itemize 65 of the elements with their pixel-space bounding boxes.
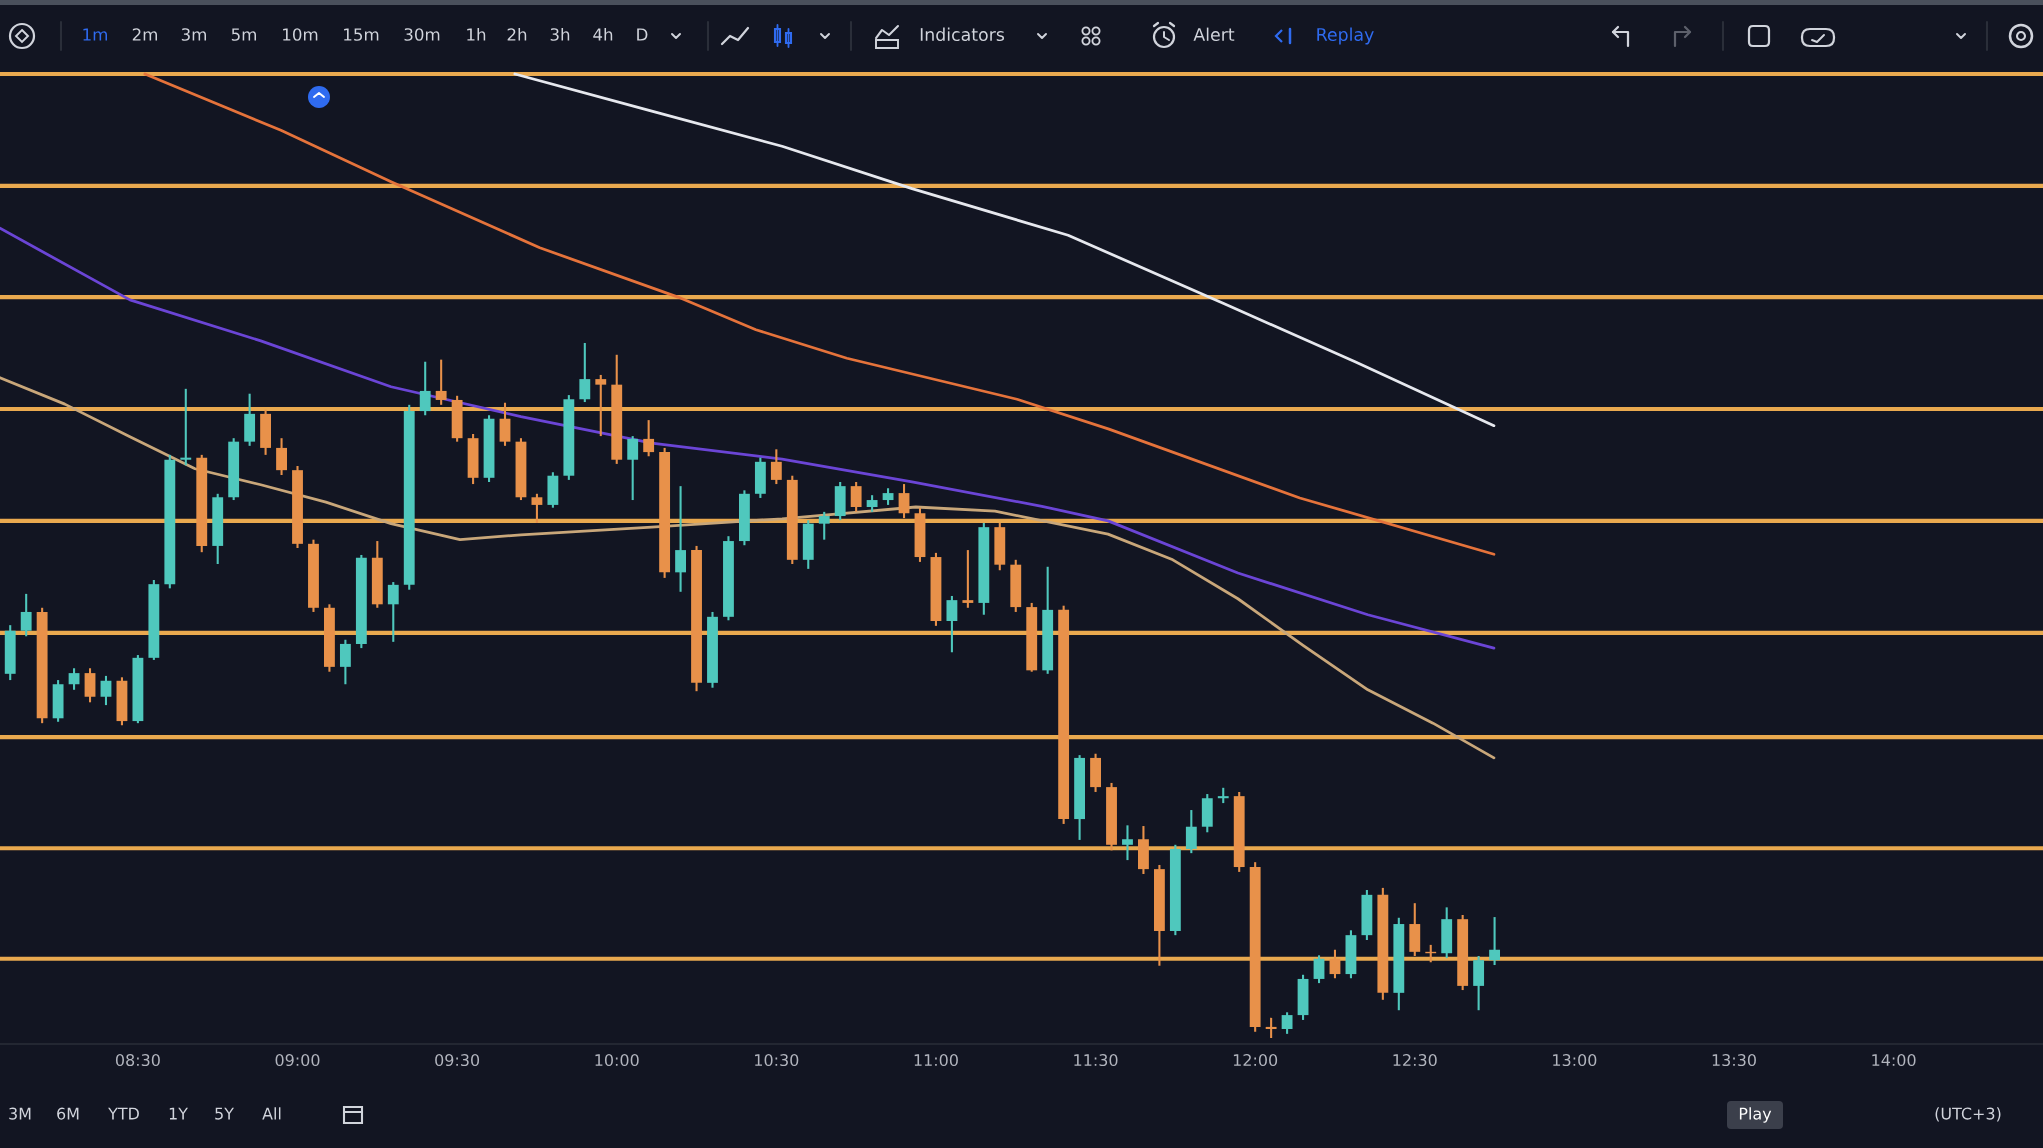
candlestick xyxy=(962,549,974,609)
candlestick xyxy=(180,387,192,467)
candlestick xyxy=(1185,809,1197,855)
x-tick-label: 12:00 xyxy=(1233,1054,1278,1067)
candlestick xyxy=(1265,1016,1277,1040)
x-tick-label: 08:30 xyxy=(115,1054,160,1067)
candlestick xyxy=(579,341,591,404)
text: D xyxy=(637,28,648,41)
text: 1Y xyxy=(169,1107,188,1120)
candlestick xyxy=(68,667,80,691)
text: All xyxy=(262,1107,281,1120)
text: 10m xyxy=(283,28,318,41)
text: (UTC+3) xyxy=(1935,1107,2001,1122)
text: 1m xyxy=(83,28,107,41)
candlestick xyxy=(595,373,607,438)
candlestick xyxy=(419,360,431,417)
text: 4h xyxy=(593,27,613,41)
candlestick xyxy=(643,419,655,458)
text: 3m xyxy=(181,28,206,41)
text: 6M xyxy=(57,1107,79,1120)
x-tick-label: 09:00 xyxy=(275,1054,320,1067)
candlestick xyxy=(387,581,399,643)
x-tick-label: 10:00 xyxy=(595,1054,639,1067)
text: 3h xyxy=(550,27,570,41)
text: Play xyxy=(1739,1107,1772,1123)
candlestick xyxy=(20,592,32,638)
candlestick xyxy=(339,638,351,686)
text: 15m xyxy=(344,28,379,41)
candlestick xyxy=(1281,1011,1293,1035)
text: 30m xyxy=(404,28,440,41)
candlestick xyxy=(770,448,782,486)
candlestick xyxy=(946,594,958,654)
candlestick xyxy=(1122,824,1133,862)
text: Indicators xyxy=(920,27,1005,42)
x-tick-label: 11:00 xyxy=(914,1054,958,1067)
x-tick-label: 13:30 xyxy=(1712,1054,1756,1067)
candlestick xyxy=(1329,948,1341,980)
text: Alert xyxy=(1193,27,1235,42)
candlestick xyxy=(627,435,639,502)
text: 1h xyxy=(467,27,486,41)
candlestick xyxy=(435,358,447,406)
candlestick xyxy=(531,492,543,525)
x-tick-label: 14:00 xyxy=(1872,1054,1916,1067)
candlestick xyxy=(1489,916,1501,967)
x-tick-label: 11:30 xyxy=(1074,1054,1118,1067)
candlestick xyxy=(499,401,511,447)
candlestick xyxy=(850,480,862,513)
x-tick-label: 10:30 xyxy=(755,1054,799,1067)
x-tick-label: 09:30 xyxy=(435,1054,480,1067)
text: 2m xyxy=(132,28,157,41)
text: 5Y xyxy=(215,1107,234,1120)
candlestick xyxy=(818,510,830,541)
candlestick xyxy=(898,483,910,520)
text: 3M xyxy=(9,1107,31,1120)
x-tick-label: 13:00 xyxy=(1553,1054,1597,1067)
text: 2h xyxy=(507,27,527,41)
x-tick-label: 12:30 xyxy=(1393,1054,1437,1067)
candlestick xyxy=(276,437,287,477)
candlestick xyxy=(1313,954,1325,985)
candlestick xyxy=(100,674,112,707)
text: Replay xyxy=(1317,27,1374,45)
text: 5m xyxy=(231,28,256,41)
candlestick xyxy=(675,485,686,593)
text: YTD xyxy=(108,1107,139,1120)
candlestick xyxy=(84,667,96,704)
